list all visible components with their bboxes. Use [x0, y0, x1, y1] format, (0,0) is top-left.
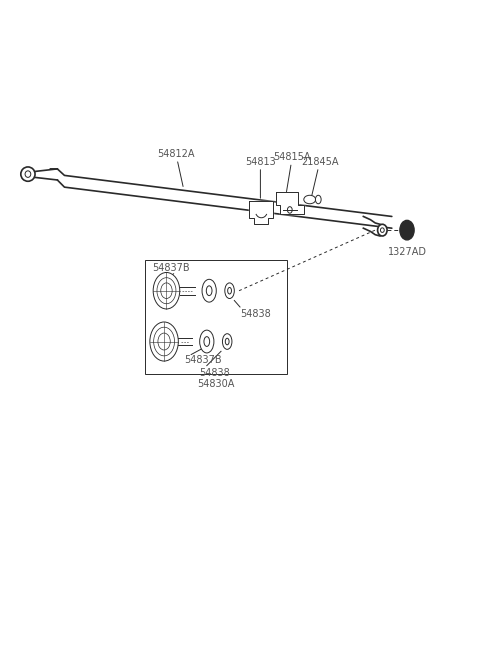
Text: 54813: 54813 [245, 157, 276, 198]
Circle shape [150, 322, 179, 361]
Text: 54838: 54838 [240, 309, 271, 319]
Text: 54837B: 54837B [184, 355, 222, 365]
Text: 54837B: 54837B [152, 263, 190, 273]
Ellipse shape [202, 279, 216, 302]
Circle shape [153, 273, 180, 309]
Bar [145, 260, 288, 374]
Text: 54838: 54838 [200, 367, 230, 378]
Text: 54812A: 54812A [157, 149, 195, 187]
Ellipse shape [200, 330, 214, 353]
Ellipse shape [315, 195, 321, 204]
Ellipse shape [21, 167, 35, 181]
Ellipse shape [378, 224, 387, 236]
Text: 54815A: 54815A [274, 152, 311, 192]
Polygon shape [276, 192, 304, 214]
Ellipse shape [304, 195, 316, 204]
Circle shape [400, 220, 414, 240]
Text: 21845A: 21845A [301, 157, 338, 198]
Text: 54830A: 54830A [198, 378, 235, 389]
Polygon shape [250, 202, 273, 224]
Ellipse shape [225, 283, 234, 298]
Text: 1327AD: 1327AD [387, 247, 427, 257]
Ellipse shape [222, 334, 232, 350]
